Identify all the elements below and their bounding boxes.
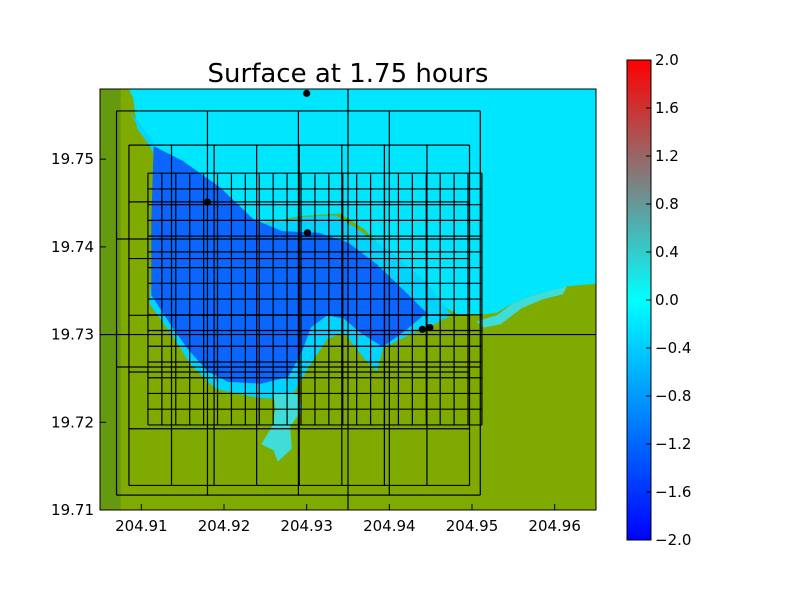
chart-title: Surface at 1.75 hours bbox=[208, 59, 489, 89]
y-tick: 19.72 bbox=[51, 413, 106, 431]
gauge-point bbox=[426, 323, 434, 332]
inundation-east bbox=[476, 286, 568, 328]
colorbar-tick: 0.4 bbox=[646, 243, 679, 261]
y-tick-label: 19.75 bbox=[51, 150, 94, 168]
y-tick: 19.74 bbox=[51, 238, 106, 256]
colorbar-tick-label: 0.4 bbox=[655, 243, 679, 261]
x-tick-label: 204.92 bbox=[198, 517, 251, 535]
x-tick: 204.96 bbox=[528, 504, 581, 535]
colorbar-tick-label: 0.8 bbox=[655, 195, 679, 213]
refinement-boxes bbox=[100, 89, 596, 510]
colorbar-tick: −1.6 bbox=[646, 483, 691, 501]
colorbar-tick-label: −2.0 bbox=[655, 531, 691, 549]
land-west-strip bbox=[100, 89, 121, 510]
plot-area bbox=[99, 88, 597, 511]
colorbar-tick-label: 2.0 bbox=[655, 51, 679, 69]
colorbar-tick: −1.2 bbox=[646, 435, 691, 453]
inundation-channel bbox=[261, 394, 303, 462]
colorbar-tick: −0.4 bbox=[646, 339, 691, 357]
x-tick-label: 204.91 bbox=[115, 517, 168, 535]
x-tick-label: 204.93 bbox=[280, 517, 333, 535]
colorbar-tick-label: −0.4 bbox=[655, 339, 691, 357]
gauge-point bbox=[303, 229, 312, 237]
y-tick-label: 19.71 bbox=[51, 501, 94, 519]
colorbar-tick-label: −1.6 bbox=[655, 483, 691, 501]
colorbar-tick: −0.8 bbox=[646, 387, 691, 405]
colorbar-tick-label: −0.8 bbox=[655, 387, 691, 405]
x-tick: 204.93 bbox=[280, 504, 333, 535]
colorbar-tick: 0.0 bbox=[646, 291, 679, 309]
x-tick: 204.91 bbox=[115, 504, 168, 535]
x-axis: 204.91 204.92 204.93 204.94 204.95 204.9… bbox=[115, 504, 581, 535]
colorbar-tick: −2.0 bbox=[646, 531, 691, 549]
gauge-point bbox=[418, 325, 426, 333]
x-tick-label: 204.94 bbox=[363, 517, 416, 535]
colorbar-tick-label: 0.0 bbox=[655, 291, 679, 309]
y-tick-label: 19.73 bbox=[51, 326, 94, 344]
x-tick: 204.94 bbox=[363, 504, 416, 535]
colorbar-tick-label: 1.2 bbox=[655, 147, 679, 165]
colorbar-tick-label: 1.6 bbox=[655, 99, 679, 117]
x-tick: 204.95 bbox=[446, 504, 499, 535]
colorbar-tick: 1.6 bbox=[646, 99, 679, 117]
x-tick-label: 204.96 bbox=[528, 517, 581, 535]
gauge-point bbox=[303, 89, 311, 97]
gauge-point bbox=[203, 198, 212, 206]
colorbar-tick: 0.8 bbox=[646, 195, 679, 213]
y-tick: 19.75 bbox=[51, 150, 106, 168]
colorbar-tick: 1.2 bbox=[646, 147, 679, 165]
y-tick-label: 19.72 bbox=[51, 413, 94, 431]
colorbar: −2.0 −1.6 −1.2 −0.8 −0.4 0.0 0.4 0.8 1.2… bbox=[626, 51, 691, 549]
x-tick: 204.92 bbox=[198, 504, 251, 535]
y-tick: 19.73 bbox=[51, 326, 106, 344]
colorbar-tick-label: −1.2 bbox=[655, 435, 691, 453]
colorbar-tick: 2.0 bbox=[646, 51, 679, 69]
x-tick-label: 204.95 bbox=[446, 517, 499, 535]
gauge-markers bbox=[203, 89, 434, 333]
y-axis: 19.71 19.72 19.73 19.74 19.75 bbox=[51, 150, 106, 519]
y-tick-label: 19.74 bbox=[51, 238, 94, 256]
bay-deep-water bbox=[151, 146, 427, 384]
y-tick: 19.71 bbox=[51, 501, 106, 519]
plot-frame bbox=[99, 88, 597, 511]
